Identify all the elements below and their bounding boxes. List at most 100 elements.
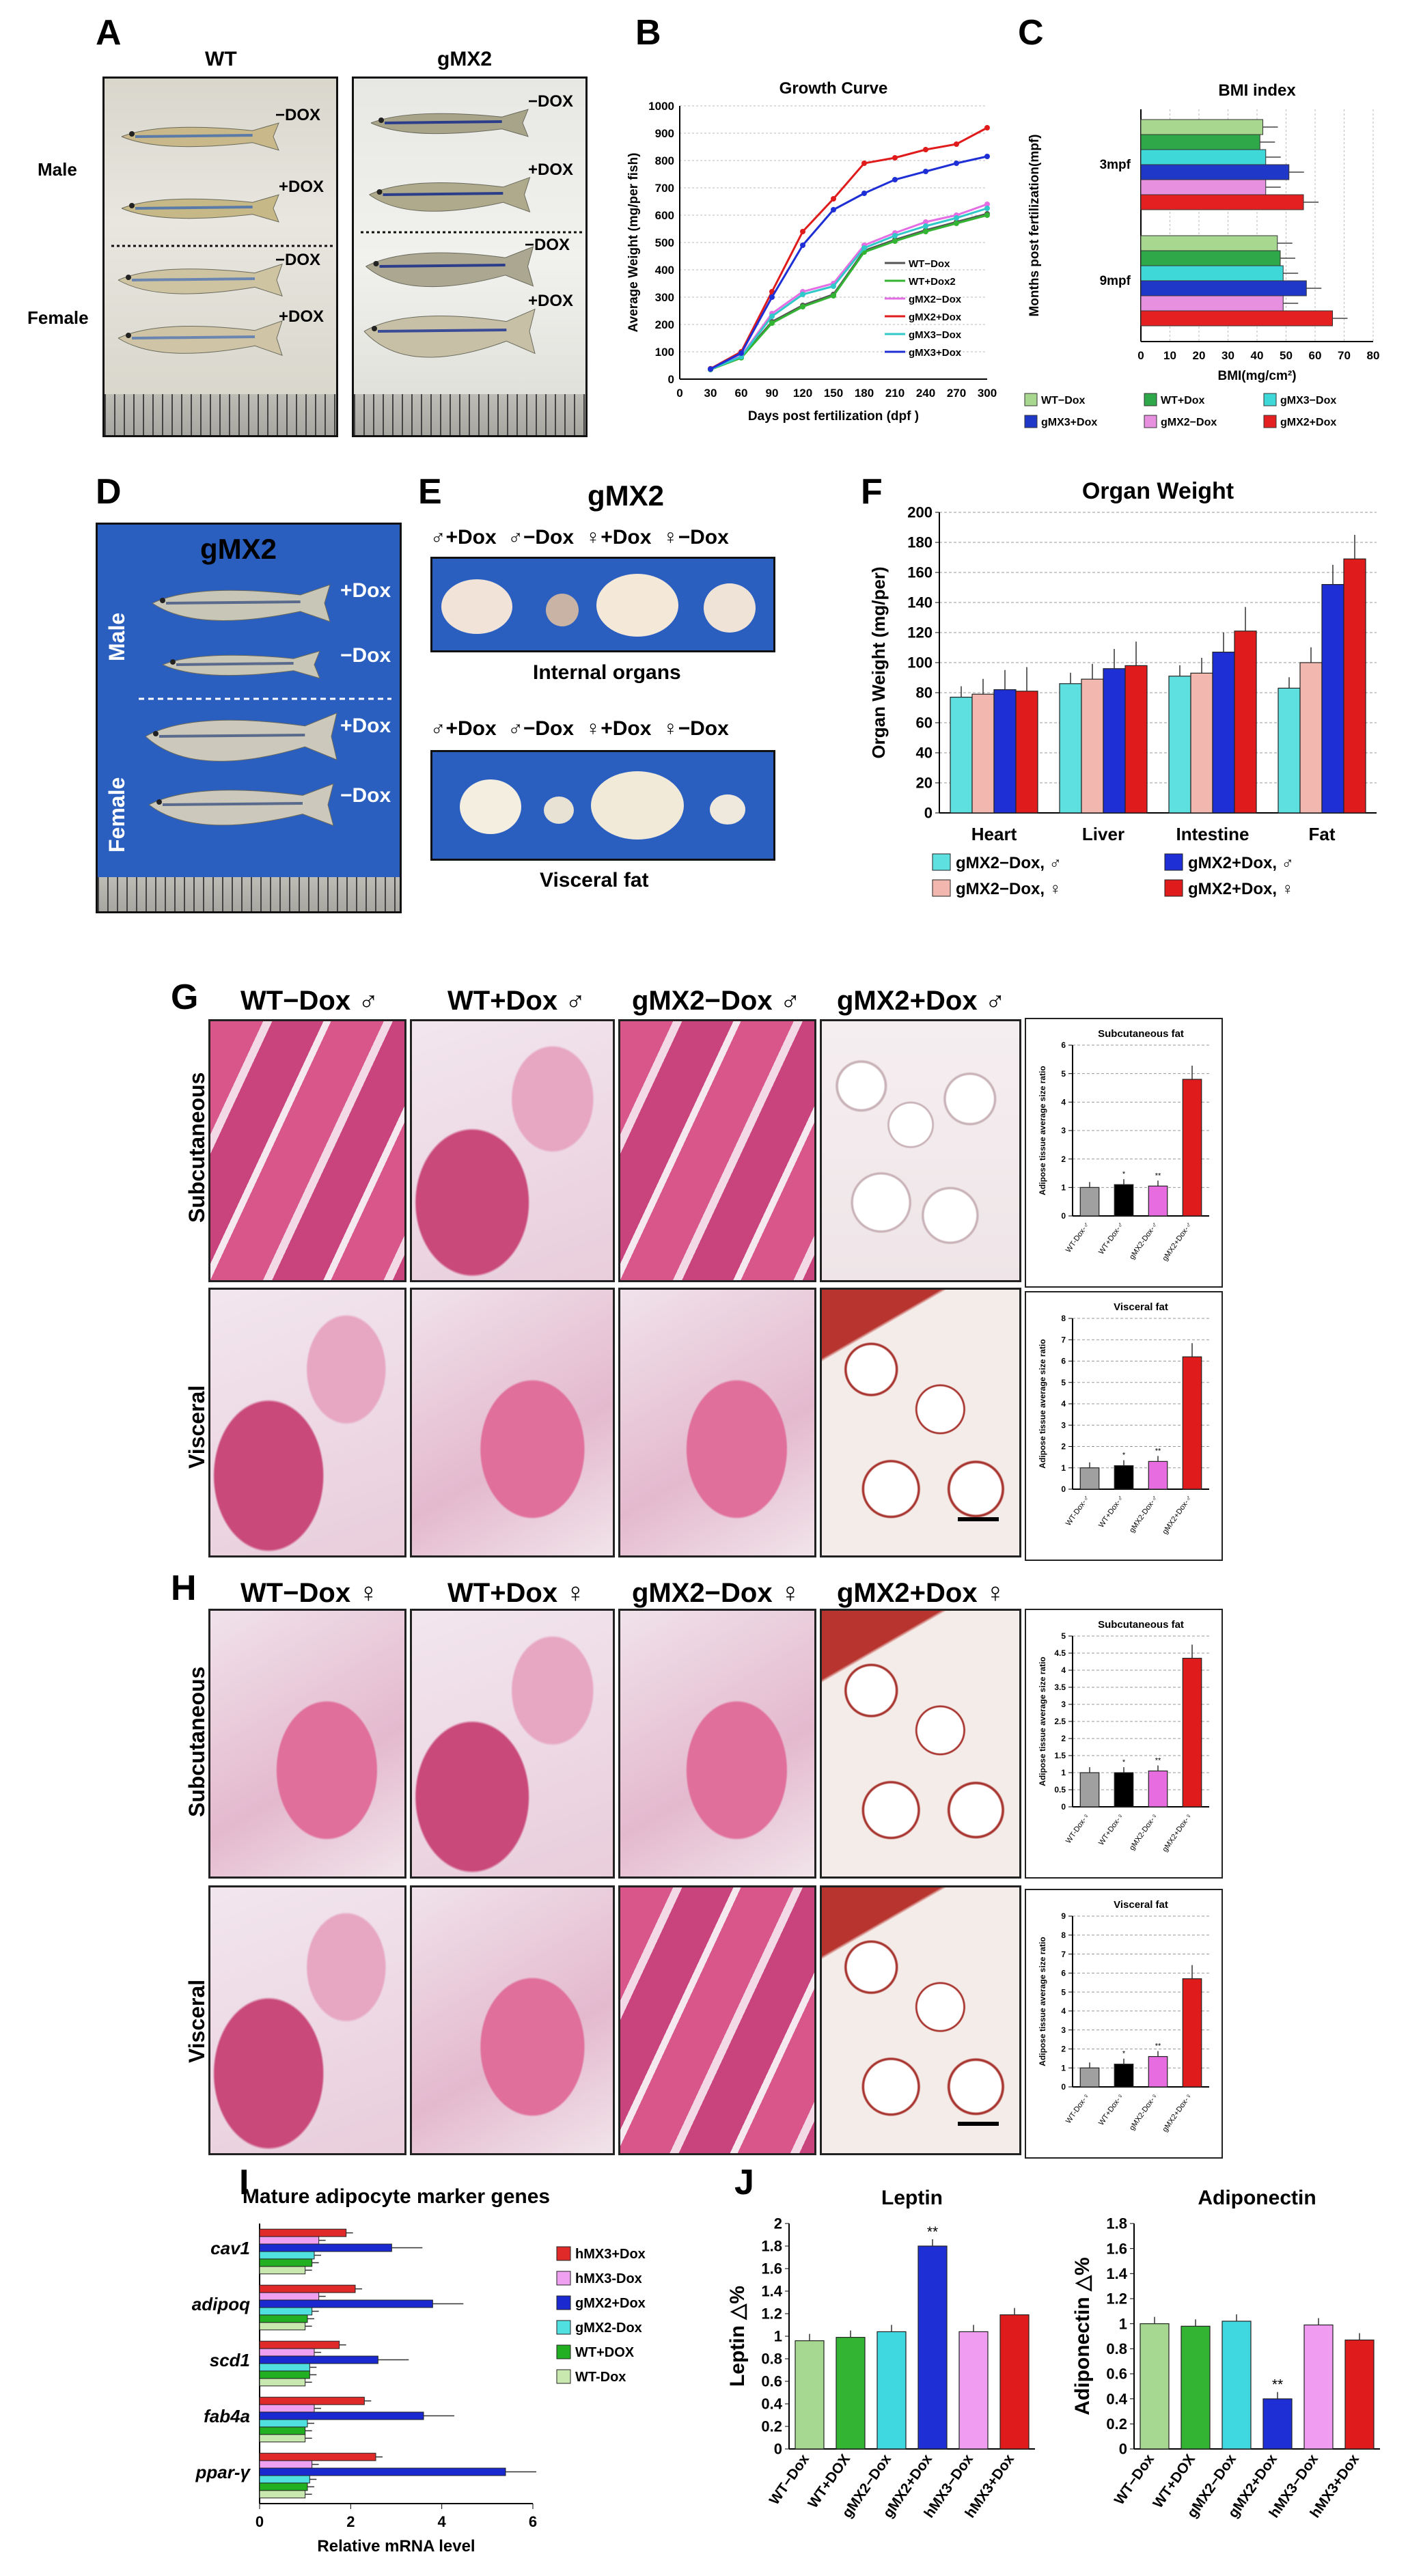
x-tick-label: 4 [438, 2513, 447, 2530]
y-tick-label: 20 [916, 775, 933, 792]
panel-d-label-4: −Dox [340, 784, 391, 807]
panel-d-label-3: +Dox [340, 715, 391, 737]
panel-label-c: C [1018, 13, 1044, 53]
x-tick-label: 30 [1221, 349, 1234, 362]
y-tick-label: 3 [1061, 1126, 1066, 1135]
legend-swatch [1024, 415, 1038, 428]
y-tick-label: 1.6 [761, 2260, 782, 2277]
y-tick-label: 1 [774, 2328, 782, 2345]
fish-eye [160, 598, 165, 603]
y-tick-label: 4.5 [1054, 1648, 1066, 1658]
data-point [831, 283, 836, 289]
chart-j-adiponectin: Adiponectin 0 0.2 0.4 0.6 0.8 1 1.2 1.4 1.6 1.8 Adi… [1071, 2187, 1380, 2521]
fish-eye [156, 799, 162, 805]
bar [1321, 584, 1344, 814]
y-tick-label: 0 [668, 373, 674, 386]
panel-label-b: B [635, 13, 661, 53]
panel-e-title: gMX2 [588, 480, 665, 512]
legend-label: WT+DOX [575, 2345, 635, 2360]
fish-stripe [158, 734, 305, 738]
data-point [954, 215, 959, 221]
chart-h-subcutaneous: Subcutaneous fat 0 0.5 1 1.5 2 2.5 3 3.5 4 4.5 5 Adi… [1025, 1609, 1223, 1879]
data-point [708, 366, 713, 372]
fish-eye [153, 731, 158, 736]
bar [1182, 1079, 1202, 1217]
bar [1140, 194, 1304, 210]
data-point [954, 221, 959, 226]
panel-g-col-4: gMX2+Dox ♂ [837, 986, 1006, 1016]
y-tick-label: 0.4 [1106, 2390, 1127, 2407]
chart-title: Leptin [881, 2187, 943, 2209]
bar [259, 2258, 313, 2267]
panel-g-row-sub: Subcutaneous [184, 1072, 209, 1223]
chart-title: Subcutaneous fat [1098, 1028, 1184, 1040]
y-tick-label: 1.4 [1106, 2265, 1127, 2282]
y-tick-label: 7 [1061, 1335, 1066, 1344]
panel-h-col-2: WT+Dox ♀ [447, 1578, 586, 1608]
y-tick-label: 1.4 [761, 2283, 782, 2300]
bar [1140, 310, 1333, 327]
x-axis-label: BMI(mg/cm²) [1217, 369, 1296, 383]
data-point [831, 207, 836, 212]
y-tick-label: 3 [1061, 1420, 1066, 1430]
data-point [831, 196, 836, 202]
data-point [800, 292, 805, 297]
bar [1140, 235, 1278, 251]
legend-swatch [1144, 415, 1157, 428]
significance-label: * [1122, 1452, 1126, 1460]
panel-d-ruler [98, 877, 400, 911]
y-tick-label: 1.6 [1106, 2240, 1127, 2257]
significance-label: ** [927, 2224, 938, 2240]
y-tick-label: 3 [1061, 2025, 1066, 2035]
y-tick-label: 0 [1061, 1484, 1066, 1494]
panel-e-bottom-2: ♂−Dox [508, 717, 575, 740]
chart-i-marker-genes: Mature adipocyte marker genes 0 2 4 6 Relativ… [192, 2185, 646, 2556]
legend-label: gMX2+Dox [1280, 417, 1336, 428]
y-tick-label: 6 [1061, 1357, 1066, 1366]
data-point [923, 229, 928, 234]
bar [1182, 1356, 1202, 1490]
y-tick-label: 300 [655, 291, 674, 304]
panel-d-fish-drawing [139, 584, 391, 827]
legend-label: gMX3−Dox [909, 329, 962, 341]
histo-h-vis-1 [208, 1885, 406, 2155]
bar [958, 2331, 989, 2450]
x-axis-label: Relative mRNA level [317, 2537, 475, 2556]
bar [259, 2299, 433, 2308]
legend-label: gMX2−Dox [909, 294, 962, 305]
bar [259, 2419, 308, 2428]
significance-label: ** [1155, 1447, 1161, 1455]
panel-a-wt-ruler [105, 394, 336, 435]
panel-label-a: A [96, 13, 122, 53]
legend-label: gMX3+Dox [909, 347, 962, 359]
legend-label: gMX2−Dox [1161, 417, 1217, 428]
legend-label: gMX2+Dox, ♀ [1188, 880, 1294, 898]
legend-label: gMX2−Dox, ♂ [956, 854, 1062, 872]
y-tick-label: 1.5 [1054, 1751, 1066, 1760]
bar [259, 2411, 424, 2420]
chart-title: Subcutaneous fat [1098, 1619, 1184, 1631]
x-tick-label: 270 [947, 387, 966, 400]
x-axis-label: Days post fertilization (dpf ) [748, 409, 919, 424]
legend-label: WT−Dox [909, 258, 950, 270]
bar [1212, 652, 1235, 814]
fish-stripe [165, 600, 301, 605]
data-point [954, 161, 959, 166]
bar [1114, 1772, 1134, 1808]
chart-g-visceral: Visceral fat 0 1 2 3 4 5 6 7 8 Adipose tissue aver… [1025, 1291, 1223, 1561]
x-tick-label: 0 [256, 2513, 264, 2530]
scale-bar [958, 2122, 999, 2126]
y-tick-label: 5 [1061, 1631, 1066, 1641]
data-point [738, 350, 744, 356]
x-tick-label: 60 [1309, 349, 1322, 362]
data-point [892, 177, 898, 182]
legend-label: WT-Dox [575, 2370, 626, 2385]
chart-title: Visceral fat [1114, 1301, 1168, 1313]
x-tick-label: 50 [1280, 349, 1293, 362]
chart-h-visceral: Visceral fat 0 1 2 3 4 5 6 7 8 9 Adipose tissue ave… [1025, 1889, 1223, 2159]
significance-label: ** [1155, 1172, 1161, 1180]
bar [1140, 179, 1267, 195]
bar [1299, 662, 1323, 814]
bar [1140, 164, 1290, 180]
bar [259, 2482, 308, 2491]
